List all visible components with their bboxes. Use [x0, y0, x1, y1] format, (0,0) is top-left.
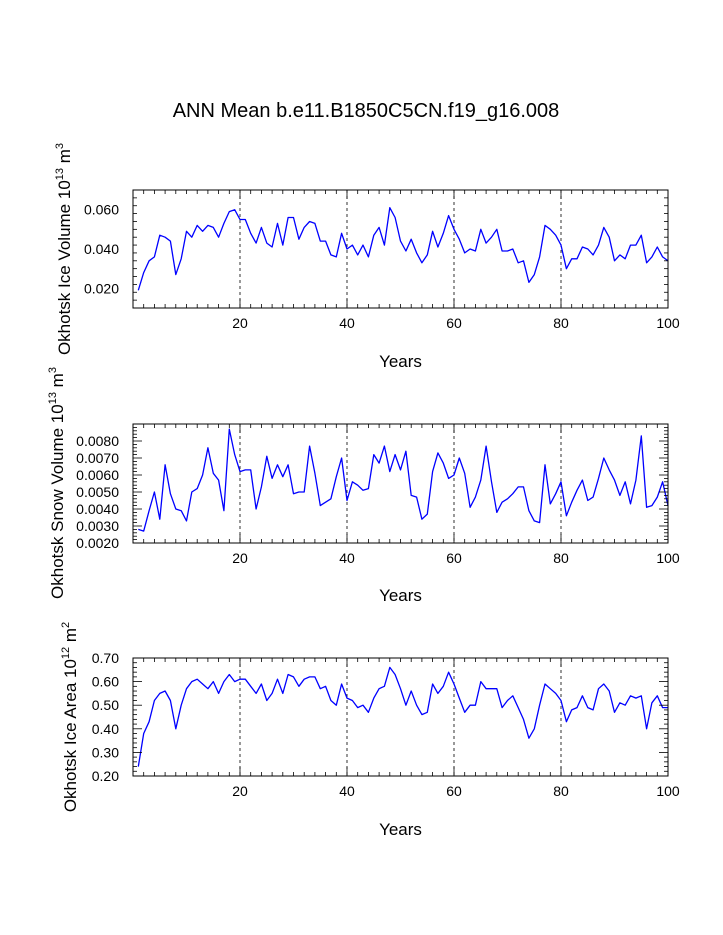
x-tick-label: 100	[656, 550, 680, 566]
y-tick-label: 0.30	[92, 744, 119, 760]
x-tick-label: 100	[656, 783, 680, 799]
y-tick-label: 0.0040	[76, 501, 119, 517]
y-axis-label-unit-exponent: 2	[60, 622, 72, 628]
y-tick-label: 0.0060	[76, 467, 119, 483]
y-tick-label: 0.60	[92, 674, 119, 690]
x-tick-label: 100	[656, 315, 680, 331]
series-line-ice-volume	[137, 207, 669, 291]
y-axis-label-unit: m	[55, 149, 74, 168]
panel-ice-area: 20 40 60 80 100 0.20 0.30 0.40 0.50 0.60 0.70 Years…	[60, 622, 680, 839]
y-axis-label-exponent: 13	[47, 392, 59, 404]
plot-frame	[132, 657, 669, 777]
x-axis-label: Years	[379, 820, 422, 839]
y-tick-label: 0.0020	[76, 535, 119, 551]
y-axis-label-unit: m	[48, 373, 67, 392]
x-tick-label: 40	[339, 783, 355, 799]
y-tick-label: 0.060	[84, 202, 119, 218]
panel-snow-volume: 20 40 60 80 100 0.00200.00300.00400.00500.006…	[47, 367, 680, 605]
y-tick-label: 0.40	[92, 721, 119, 737]
y-axis-label-unit-exponent: 3	[47, 367, 59, 373]
x-tick-label: 20	[232, 783, 248, 799]
y-axis-label-unit-exponent: 3	[54, 143, 66, 149]
y-tick-label: 0.50	[92, 697, 119, 713]
x-tick-label: 40	[339, 550, 355, 566]
x-tick-label: 60	[446, 315, 462, 331]
y-tick-label: 0.0050	[76, 484, 119, 500]
y-axis-label-main: Okhotsk Ice Volume 10	[55, 180, 74, 355]
x-tick-label: 60	[446, 550, 462, 566]
plot-frame	[132, 423, 669, 544]
y-tick-label: 0.0070	[76, 450, 119, 466]
y-axis-label: Okhotsk Snow Volume 1013 m3	[47, 367, 67, 599]
y-tick-label: 0.040	[84, 241, 119, 257]
series-line-snow-volume	[138, 428, 669, 532]
x-tick-label: 60	[446, 783, 462, 799]
series-line-ice-area	[137, 666, 668, 767]
panel-ice-volume: 20 40 60 80 100 0.020 0.040 0.060 Years Okhotsk I…	[54, 143, 680, 371]
x-tick-label: 80	[553, 315, 569, 331]
y-axis-label: Okhotsk Ice Area 1012 m2	[60, 622, 80, 812]
y-tick-label: 0.0080	[76, 433, 119, 449]
x-axis-label: Years	[379, 352, 422, 371]
y-axis-label-main: Okhotsk Snow Volume 10	[48, 404, 67, 599]
x-tick-label: 40	[339, 315, 355, 331]
y-axis-label-main: Okhotsk Ice Area 10	[61, 659, 80, 812]
y-axis-label-exponent: 13	[54, 168, 66, 180]
x-tick-label: 80	[553, 550, 569, 566]
x-tick-label: 20	[232, 550, 248, 566]
chart-title: ANN Mean b.e11.B1850C5CN.f19_g16.008	[173, 100, 560, 122]
y-axis-label-unit: m	[61, 628, 80, 647]
x-axis-label: Years	[379, 586, 422, 605]
x-tick-label: 80	[553, 783, 569, 799]
x-tick-label: 20	[232, 315, 248, 331]
y-tick-label: 0.20	[92, 768, 119, 784]
y-tick-label: 0.020	[84, 280, 119, 296]
y-axis-label-exponent: 12	[60, 647, 72, 659]
panels-group: 20 40 60 80 100 0.020 0.040 0.060 Years Okhotsk I…	[47, 143, 680, 839]
y-axis-label: Okhotsk Ice Volume 1013 m3	[54, 143, 74, 355]
y-tick-label: 0.70	[92, 650, 119, 666]
y-tick-label: 0.0030	[76, 518, 119, 534]
